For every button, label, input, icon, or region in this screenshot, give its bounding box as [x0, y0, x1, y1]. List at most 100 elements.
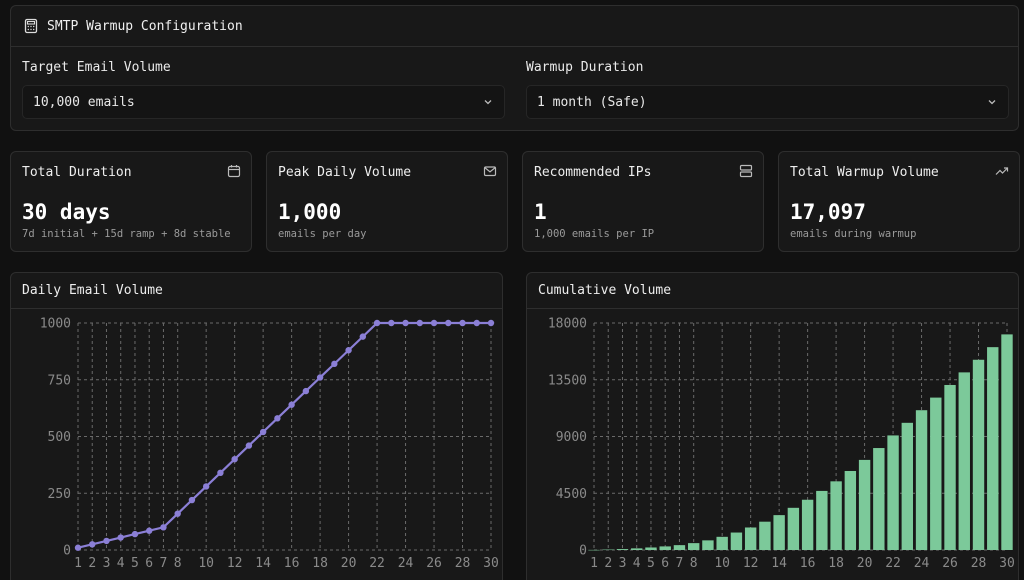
x-tick-label: 1	[590, 556, 598, 571]
bar	[659, 546, 671, 550]
x-tick-label: 24	[398, 556, 414, 571]
data-point	[373, 319, 381, 327]
chart-title: Daily Email Volume	[11, 273, 502, 309]
x-tick-label: 20	[341, 556, 357, 571]
data-point	[345, 347, 352, 354]
data-point	[146, 527, 153, 534]
config-title: SMTP Warmup Configuration	[47, 18, 243, 34]
target-volume-value: 10,000 emails	[33, 94, 135, 110]
bar	[873, 448, 885, 550]
stat-value: 1,000	[278, 200, 342, 224]
y-tick-label: 500	[48, 430, 71, 445]
x-tick-label: 6	[661, 556, 669, 571]
bar	[816, 490, 828, 550]
data-point	[231, 456, 238, 463]
config-panel: SMTP Warmup Configuration Target Email V…	[10, 5, 1019, 131]
data-point	[117, 534, 124, 541]
x-tick-label: 8	[690, 556, 698, 571]
data-point	[430, 319, 438, 327]
data-point	[331, 360, 338, 368]
trending-up-icon	[995, 167, 1009, 175]
bar	[773, 515, 785, 550]
data-point	[402, 319, 409, 327]
series-line	[77, 321, 491, 549]
bar	[645, 547, 657, 550]
data-point	[288, 401, 295, 408]
x-tick-label: 14	[771, 556, 787, 571]
stat-value: 17,097	[790, 200, 866, 224]
bar	[987, 347, 999, 550]
bar	[744, 527, 757, 550]
x-tick-label: 3	[103, 556, 111, 571]
data-point	[388, 319, 395, 327]
y-tick-label: 750	[48, 373, 71, 388]
chart-title: Cumulative Volume	[527, 273, 1018, 309]
stat-title: Peak Daily Volume	[278, 165, 412, 180]
config-header: SMTP Warmup Configuration	[11, 6, 1018, 47]
stat-title: Total Warmup Volume	[790, 165, 939, 180]
bar	[673, 545, 686, 550]
x-tick-label: 1	[74, 556, 82, 571]
x-tick-label: 3	[619, 556, 627, 571]
bar	[915, 410, 928, 550]
x-tick-label: 16	[284, 556, 300, 571]
bar	[944, 384, 956, 550]
bar	[702, 540, 714, 550]
bar	[844, 470, 857, 550]
calculator-icon	[24, 18, 38, 34]
data-point	[103, 537, 110, 545]
data-point	[74, 544, 82, 551]
bar	[958, 372, 970, 550]
server-icon	[739, 164, 753, 178]
data-point	[416, 319, 423, 327]
stat-subtext: emails per day	[278, 228, 367, 240]
chevron-down-icon	[988, 100, 996, 105]
bar	[830, 481, 842, 550]
stat-card-total-duration: Total Duration 30 days 7d initial + 15d …	[10, 151, 252, 252]
x-tick-label: 2	[604, 556, 612, 571]
target-volume-label: Target Email Volume	[22, 60, 171, 75]
stat-title: Total Duration	[22, 165, 132, 180]
x-tick-label: 12	[743, 556, 759, 571]
stat-value: 30 days	[22, 200, 111, 224]
stat-subtext: emails during warmup	[790, 228, 917, 240]
x-tick-label: 22	[369, 556, 385, 571]
data-point	[217, 469, 224, 477]
chart-grid	[77, 322, 492, 551]
x-tick-label: 14	[255, 556, 271, 571]
bar	[972, 359, 985, 550]
warmup-duration-select[interactable]: 1 month (Safe)	[526, 85, 1009, 119]
bar	[1001, 334, 1013, 550]
y-tick-label: 0	[579, 544, 587, 559]
y-tick-label: 9000	[556, 430, 587, 445]
x-tick-label: 26	[942, 556, 958, 571]
bar	[930, 397, 942, 550]
data-point	[359, 333, 367, 340]
data-point	[487, 319, 495, 327]
data-point	[174, 510, 181, 517]
data-point	[316, 374, 324, 381]
data-point	[302, 387, 310, 395]
data-point	[160, 524, 167, 531]
bar	[787, 507, 800, 550]
x-tick-label: 20	[857, 556, 873, 571]
y-tick-label: 0	[63, 544, 71, 559]
x-tick-label: 28	[455, 556, 471, 571]
y-tick-label: 250	[48, 487, 71, 502]
data-point	[188, 496, 196, 504]
x-tick-label: 4	[633, 556, 641, 571]
warmup-duration-value: 1 month (Safe)	[537, 94, 647, 110]
target-volume-select[interactable]: 10,000 emails	[22, 85, 505, 119]
data-point	[459, 319, 466, 327]
bar	[716, 536, 728, 550]
y-tick-label: 1000	[40, 317, 71, 332]
x-tick-label: 7	[160, 556, 168, 571]
calendar-icon	[227, 165, 241, 178]
chevron-down-icon	[484, 100, 492, 105]
x-tick-label: 7	[676, 556, 684, 571]
bar	[801, 499, 814, 550]
data-point	[131, 530, 139, 538]
x-tick-label: 8	[174, 556, 182, 571]
